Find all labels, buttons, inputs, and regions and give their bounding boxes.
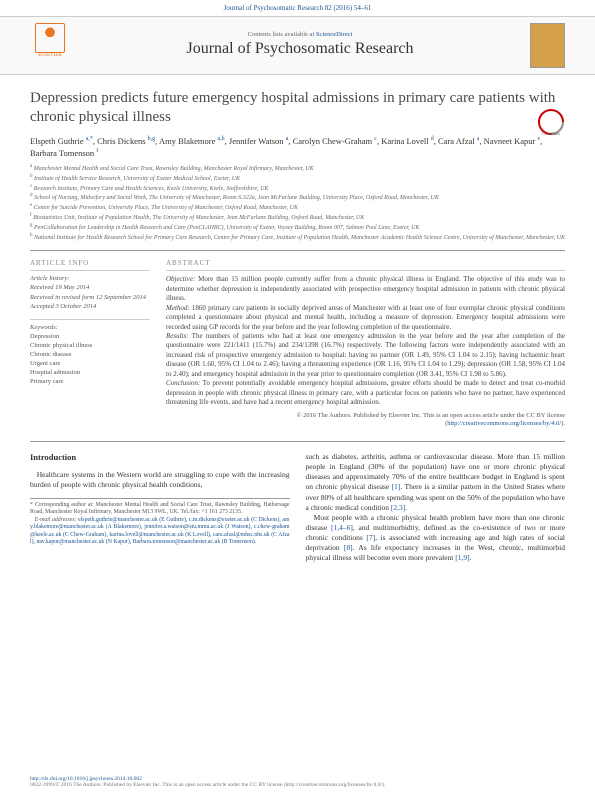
email-label: E-mail addresses: [35, 517, 78, 523]
body-two-column: Introduction Healthcare systems in the W… [0, 442, 595, 567]
introduction-heading: Introduction [30, 452, 290, 463]
corresponding-author-footnote: * Corresponding author at: Manchester Me… [30, 498, 290, 547]
license-link[interactable]: (http://creativecommons.org/licenses/by/… [445, 420, 565, 427]
abs-method-label: Method: [166, 304, 190, 312]
elsevier-label: ELSEVIER [38, 53, 62, 58]
abs-objective-label: Objective: [166, 275, 195, 283]
abstract-head: ABSTRACT [166, 259, 565, 267]
journal-citation[interactable]: Journal of Psychosomatic Research 82 (20… [0, 0, 595, 16]
abs-conclusion-label: Conclusion: [166, 379, 200, 387]
intro-p1: Healthcare systems in the Western world … [30, 470, 290, 490]
intro-p2: such as diabetes, arthritis, asthma or c… [306, 452, 566, 513]
abs-results: The numbers of patients who had at least… [166, 332, 565, 378]
svg-text:CrossMark: CrossMark [542, 131, 560, 136]
abstract-copyright: © 2016 The Authors. Published by Elsevie… [166, 412, 565, 430]
keywords-list: DepressionChronic physical illnessChroni… [30, 332, 150, 387]
abs-objective: More than 15 million people currently su… [166, 275, 565, 302]
abstract-body: Objective: More than 15 million people c… [166, 270, 565, 429]
issn-line: 0022-3999/© 2016 The Authors. Published … [30, 782, 385, 788]
history-accepted: Accepted 3 October 2014 [30, 302, 150, 311]
footnote-text: Corresponding author at: Manchester Ment… [30, 502, 290, 516]
page-footer: http://dx.doi.org/10.1016/j.jpsychores.2… [30, 776, 565, 788]
abs-method: 1860 primary care patients in socially d… [166, 304, 565, 331]
article-info-sidebar: ARTICLE INFO Article history: Received 1… [30, 259, 150, 429]
intro-p3: Most people with a chronic physical heal… [306, 513, 566, 564]
history-received: Received 19 May 2014 [30, 283, 150, 292]
keywords-label: Keywords: [30, 323, 150, 332]
journal-cover-thumbnail[interactable] [530, 23, 565, 68]
crossmark-icon[interactable]: CrossMark [537, 108, 565, 136]
abs-results-label: Results: [166, 332, 189, 340]
history-revised: Received in revised form 12 September 20… [30, 293, 150, 302]
abstract-section: ABSTRACT Objective: More than 15 million… [166, 259, 565, 429]
history-label: Article history: [30, 274, 150, 283]
author-list: Elspeth Guthrie a,*, Chris Dickens b,g, … [0, 129, 595, 163]
elsevier-logo[interactable]: ELSEVIER [30, 23, 70, 68]
keywords-block: Keywords: DepressionChronic physical ill… [30, 319, 150, 387]
ref-link[interactable]: [1,9] [455, 553, 469, 562]
copyright-text: © 2016 The Authors. Published by Elsevie… [297, 412, 565, 419]
abs-conclusion: To prevent potentially avoidable emergen… [166, 379, 565, 406]
ref-link[interactable]: [8] [344, 543, 353, 552]
left-column: Introduction Healthcare systems in the W… [30, 452, 290, 563]
ref-link[interactable]: [1,4–6] [331, 523, 353, 532]
affiliations: a Manchester Mental Health and Social Ca… [0, 162, 595, 250]
elsevier-tree-icon [35, 23, 65, 53]
contents-prefix: Contents lists available at [248, 31, 316, 38]
ref-link[interactable]: [7] [366, 533, 375, 542]
journal-title-block: Contents lists available at ScienceDirec… [70, 31, 530, 60]
ref-link[interactable]: [2,3] [391, 503, 405, 512]
sciencedirect-link[interactable]: ScienceDirect [316, 31, 352, 38]
article-title: Depression predicts future emergency hos… [0, 75, 595, 129]
contents-line: Contents lists available at ScienceDirec… [70, 31, 530, 38]
article-history: Article history: Received 19 May 2014 Re… [30, 270, 150, 310]
journal-title: Journal of Psychosomatic Research [70, 40, 530, 58]
journal-header: ELSEVIER Contents lists available at Sci… [0, 16, 595, 75]
right-column: such as diabetes, arthritis, asthma or c… [306, 452, 566, 563]
article-info-head: ARTICLE INFO [30, 259, 150, 267]
